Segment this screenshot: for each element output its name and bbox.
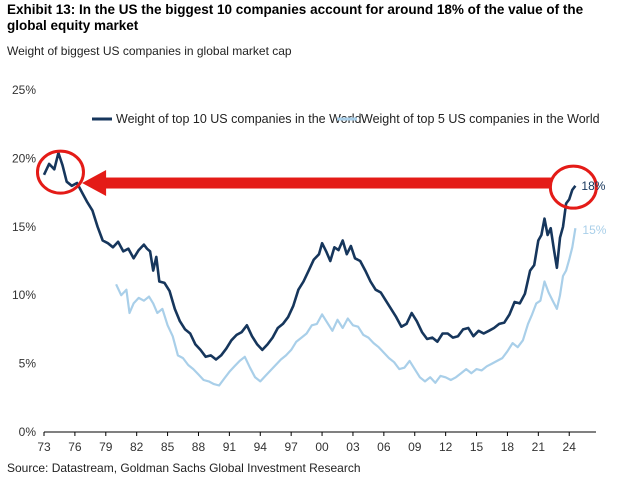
x-tick-label: 15 — [470, 440, 484, 454]
source-note: Source: Datastream, Goldman Sachs Global… — [7, 461, 361, 475]
chart-title: Exhibit 13: In the US the biggest 10 com… — [7, 2, 584, 33]
y-tick-label: 20% — [12, 151, 36, 165]
highlight-circle — [35, 149, 85, 195]
x-tick-marks — [43, 432, 570, 436]
y-tick-label: 0% — [19, 425, 37, 439]
x-tick-label: 97 — [284, 440, 298, 454]
line-chart: 0% 5% 10% 15% 20% 25% 73 76 79 82 85 88 91 94 97 00 03 0… — [12, 83, 607, 454]
x-tick-label: 94 — [254, 440, 268, 454]
x-tick-label: 06 — [377, 440, 391, 454]
x-tick-label: 91 — [223, 440, 237, 454]
series-lines — [42, 151, 577, 387]
arrow-head — [82, 170, 107, 197]
x-tick-label: 76 — [68, 440, 82, 454]
x-tick-label: 09 — [408, 440, 422, 454]
legend: Weight of top 10 US companies in the Wor… — [92, 112, 600, 126]
y-tick-labels: 0% 5% 10% 15% 20% 25% — [12, 83, 36, 439]
legend-label-top10: Weight of top 10 US companies in the Wor… — [116, 112, 362, 126]
y-tick-label: 15% — [12, 220, 36, 234]
x-tick-label: 12 — [439, 440, 453, 454]
arrow-shaft — [102, 177, 552, 189]
legend-label-top5: Weight of top 5 US companies in the Worl… — [361, 112, 600, 126]
chart-subtitle: Weight of biggest US companies in global… — [7, 44, 292, 58]
x-tick-label: 79 — [99, 440, 113, 454]
x-tick-label: 73 — [37, 440, 51, 454]
x-tick-label: 18 — [501, 440, 515, 454]
x-tick-label: 21 — [532, 440, 546, 454]
end-label-top5: 15% — [582, 223, 606, 237]
x-tick-label: 88 — [192, 440, 206, 454]
x-tick-label: 00 — [315, 440, 329, 454]
end-label-top10: 18% — [581, 179, 605, 193]
y-tick-label: 25% — [12, 83, 36, 97]
x-tick-label: 24 — [563, 440, 577, 454]
y-tick-label: 10% — [12, 288, 36, 302]
series-line-top5 — [115, 228, 577, 387]
x-tick-label: 82 — [130, 440, 144, 454]
x-tick-label: 03 — [346, 440, 360, 454]
x-tick-label: 85 — [161, 440, 175, 454]
series-line-top10 — [42, 151, 577, 361]
x-tick-labels: 73 76 79 82 85 88 91 94 97 00 03 06 09 12 15 18 21 24 — [37, 440, 576, 454]
annotations — [35, 149, 598, 210]
y-tick-label: 5% — [19, 357, 37, 371]
